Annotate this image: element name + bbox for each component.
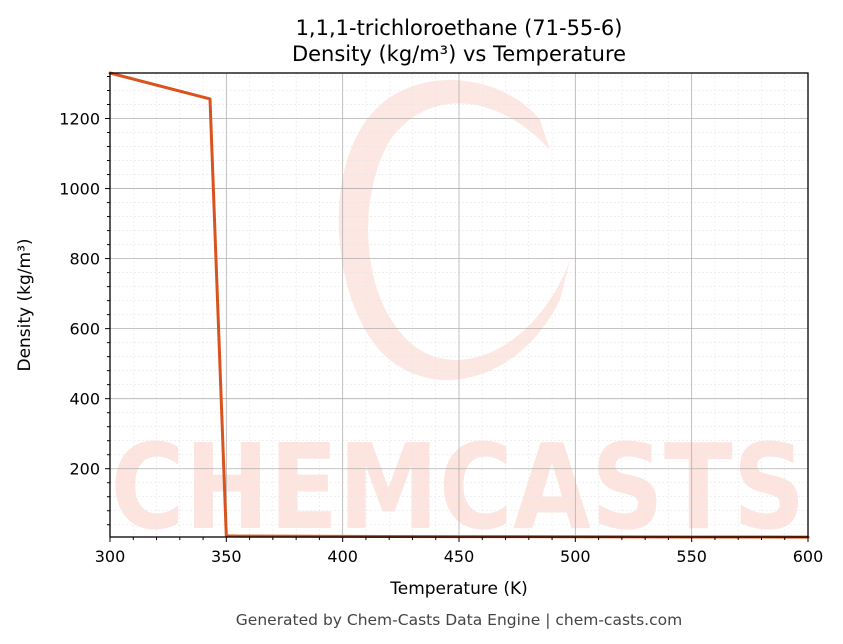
watermark-swirl xyxy=(338,80,570,380)
chemcasts-watermark-logo: CHEMCASTS xyxy=(111,80,806,556)
x-tick-label: 550 xyxy=(676,547,707,566)
y-tick-label: 1000 xyxy=(59,180,100,199)
x-axis-ticks: 300 350 400 450 500 550 600 xyxy=(95,537,824,566)
y-tick-label: 800 xyxy=(69,250,100,269)
y-axis-ticks: 200 400 600 800 1000 1200 xyxy=(59,76,110,526)
footer-credit: Generated by Chem-Casts Data Engine | ch… xyxy=(236,611,682,629)
x-tick-label: 350 xyxy=(211,547,242,566)
x-tick-label: 300 xyxy=(95,547,126,566)
x-axis-label: Temperature (K) xyxy=(389,579,528,599)
chart-subtitle: Density (kg/m³) vs Temperature xyxy=(292,42,626,66)
x-tick-label: 400 xyxy=(327,547,358,566)
x-tick-label: 500 xyxy=(560,547,591,566)
y-tick-label: 600 xyxy=(69,320,100,339)
x-tick-label: 600 xyxy=(793,547,824,566)
y-tick-label: 1200 xyxy=(59,110,100,129)
x-tick-label: 450 xyxy=(444,547,475,566)
y-tick-label: 200 xyxy=(69,460,100,479)
y-tick-label: 400 xyxy=(69,390,100,409)
y-axis-label: Density (kg/m³) xyxy=(15,238,35,371)
chart-title: 1,1,1-trichloroethane (71-55-6) xyxy=(296,16,623,40)
